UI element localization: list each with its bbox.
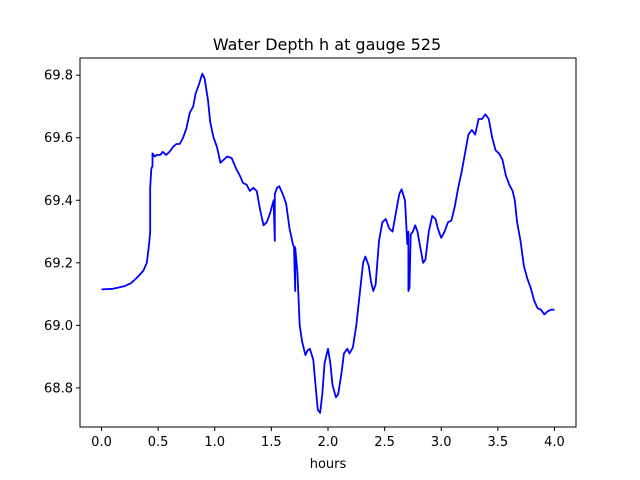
series-layer [101,72,555,414]
y-tick-label: 69.8 [44,69,73,84]
chart-title: Water Depth h at gauge 525 [213,35,441,54]
x-tick-label: 1.5 [261,435,282,450]
y-tick-label: 69.6 [44,131,73,146]
y-tick-label: 69.0 [44,319,73,334]
x-tick-label: 2.0 [318,435,339,450]
x-tick-label: 4.0 [544,435,565,450]
plot-frame [79,57,577,428]
x-tick-label: 0.5 [148,435,169,450]
x-tick-label: 1.0 [204,435,225,450]
y-tick-label: 68.8 [44,381,73,396]
series-line-0 [101,72,555,414]
x-axis-label: hours [310,457,347,472]
y-tick-label: 69.2 [44,256,73,271]
x-axis: 0.0 0.5 1.0 1.5 2.0 2.5 3.0 3.5 4.0 [91,427,565,450]
y-tick-label: 69.4 [44,194,73,209]
x-tick-label: 3.0 [431,435,452,450]
x-tick-label: 3.5 [488,435,509,450]
x-tick-label: 2.5 [374,435,395,450]
y-axis: 68.8 69.0 69.2 69.4 69.6 69.8 [44,69,80,396]
x-tick-label: 0.0 [91,435,112,450]
